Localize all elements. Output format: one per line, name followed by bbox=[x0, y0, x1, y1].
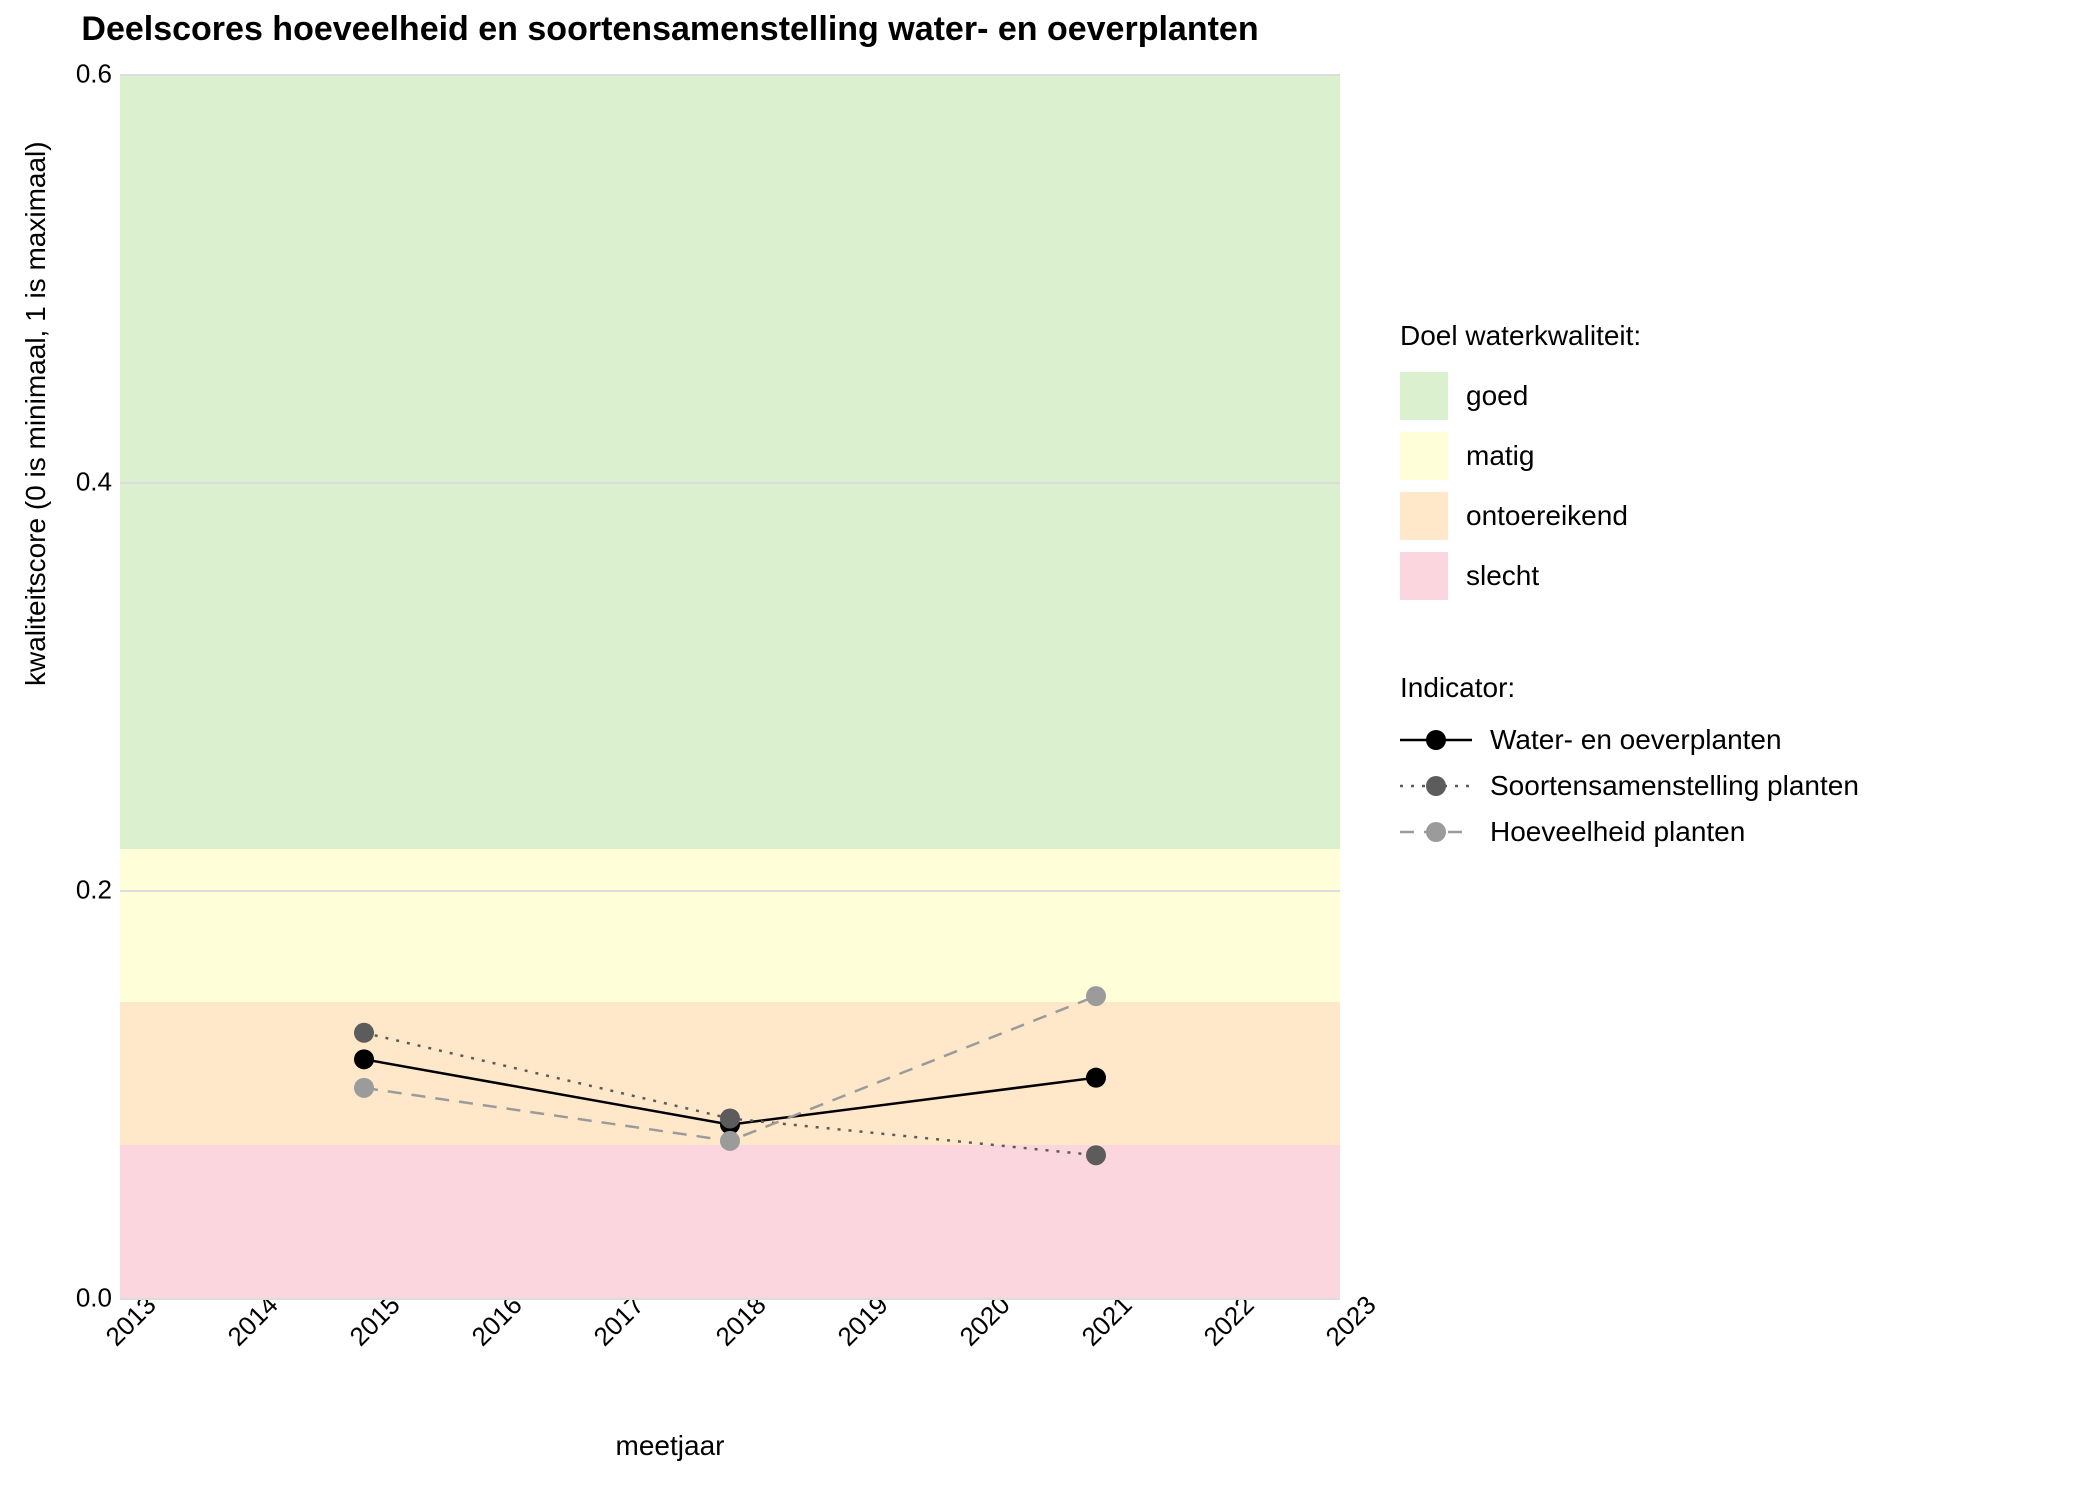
legend-line-sample bbox=[1400, 728, 1472, 752]
ytick-label: 0.0 bbox=[12, 1283, 112, 1314]
legend-bands-items: goed matig ontoereikend slecht bbox=[1400, 372, 2050, 600]
legend-indicator-item: Soortensamenstelling planten bbox=[1400, 770, 2050, 802]
legend-indicator-label: Hoeveelheid planten bbox=[1490, 816, 1745, 848]
legend-band-label: goed bbox=[1466, 380, 1528, 412]
x-axis-label: meetjaar bbox=[0, 1430, 1340, 1462]
legend-band-item: slecht bbox=[1400, 552, 2050, 600]
ytick-label: 0.6 bbox=[12, 59, 112, 90]
plot-area bbox=[120, 74, 1340, 1298]
legend-band-item: goed bbox=[1400, 372, 2050, 420]
legend-line-sample bbox=[1400, 820, 1472, 844]
legend-swatch bbox=[1400, 552, 1448, 600]
legend-indicator-label: Soortensamenstelling planten bbox=[1490, 770, 1859, 802]
series-layer bbox=[120, 74, 1340, 1298]
legend-band-item: matig bbox=[1400, 432, 2050, 480]
legend-bands-title: Doel waterkwaliteit: bbox=[1400, 320, 2050, 352]
legend-indicator-label: Water- en oeverplanten bbox=[1490, 724, 1782, 756]
y-axis-label: kwaliteitscore (0 is minimaal, 1 is maxi… bbox=[20, 141, 52, 686]
legend-swatch bbox=[1400, 372, 1448, 420]
legend-band-item: ontoereikend bbox=[1400, 492, 2050, 540]
gridline-y bbox=[120, 1298, 1340, 1300]
legend-swatch bbox=[1400, 432, 1448, 480]
chart-container: Deelscores hoeveelheid en soortensamenst… bbox=[0, 0, 2100, 1500]
legend-indicator-item: Hoeveelheid planten bbox=[1400, 816, 2050, 848]
legend-indicator-title: Indicator: bbox=[1400, 672, 2050, 704]
series-marker bbox=[354, 1023, 374, 1043]
ytick-label: 0.2 bbox=[12, 875, 112, 906]
legend-band-label: slecht bbox=[1466, 560, 1539, 592]
series-marker bbox=[354, 1049, 374, 1069]
series-marker bbox=[1086, 1145, 1106, 1165]
series-marker bbox=[720, 1131, 740, 1151]
series-marker bbox=[720, 1108, 740, 1128]
legend: Doel waterkwaliteit: goed matig ontoereike… bbox=[1400, 320, 2050, 862]
chart-title: Deelscores hoeveelheid en soortensamenst… bbox=[0, 10, 1340, 49]
series-marker bbox=[1086, 986, 1106, 1006]
series-marker bbox=[354, 1078, 374, 1098]
legend-indicator-items: Water- en oeverplanten Soortensamenstelli… bbox=[1400, 724, 2050, 848]
legend-band-label: matig bbox=[1466, 440, 1534, 472]
legend-indicator-item: Water- en oeverplanten bbox=[1400, 724, 2050, 756]
ytick-label: 0.4 bbox=[12, 467, 112, 498]
legend-swatch bbox=[1400, 492, 1448, 540]
series-marker bbox=[1086, 1068, 1106, 1088]
legend-band-label: ontoereikend bbox=[1466, 500, 1628, 532]
legend-line-sample bbox=[1400, 774, 1472, 798]
